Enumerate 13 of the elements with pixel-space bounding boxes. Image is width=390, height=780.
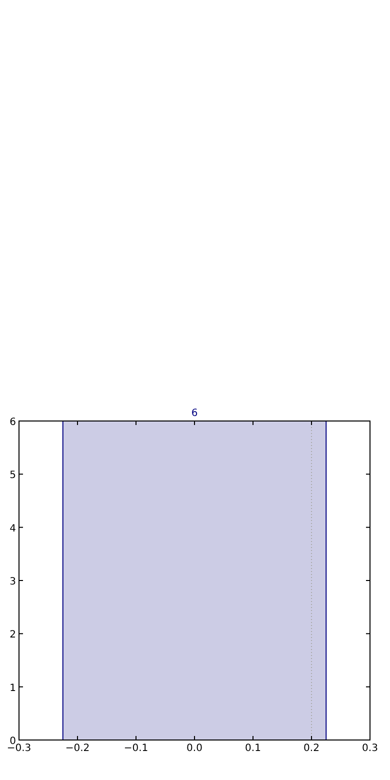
x-tick-label: 0.2 bbox=[304, 743, 320, 754]
x-tick-label: 0.3 bbox=[362, 743, 378, 754]
x-tick-label: −0.2 bbox=[65, 743, 90, 754]
y-tick-label: 2 bbox=[10, 630, 16, 641]
y-tick-label: 1 bbox=[10, 682, 16, 694]
x-tick-label: −0.1 bbox=[124, 743, 148, 754]
y-tick-label: 3 bbox=[10, 576, 16, 588]
x-tick-label: 0.0 bbox=[186, 743, 202, 754]
x-tick-label: 0.1 bbox=[245, 743, 261, 754]
data-label: 6 bbox=[191, 408, 198, 419]
y-tick-label: 5 bbox=[10, 470, 16, 482]
y-tick-label: 6 bbox=[10, 417, 16, 428]
y-tick-label: 4 bbox=[10, 523, 16, 534]
